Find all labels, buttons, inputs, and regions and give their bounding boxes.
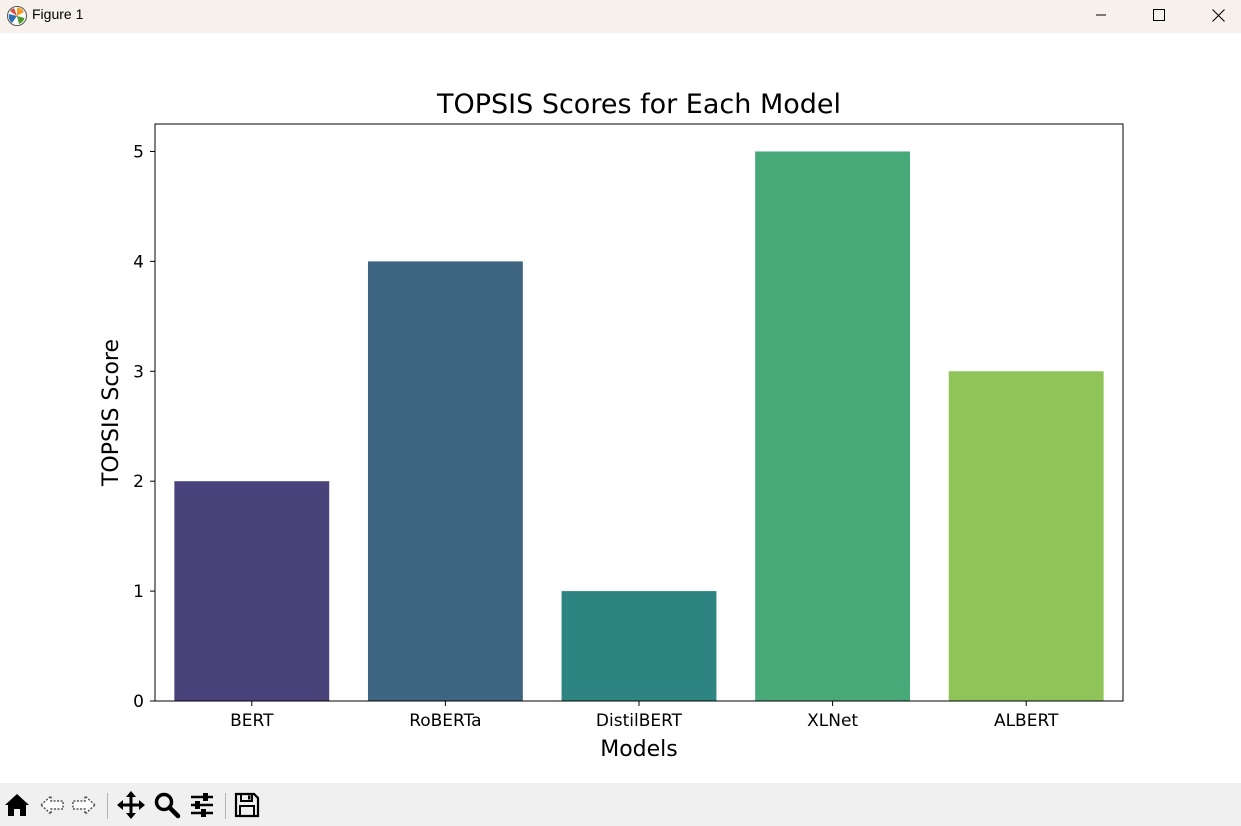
minimize-icon xyxy=(1096,14,1106,16)
x-tick-label: RoBERTa xyxy=(409,711,481,731)
x-tick-label: DistilBERT xyxy=(596,711,683,731)
toolbar-separator xyxy=(225,793,226,819)
y-tick-label: 5 xyxy=(133,142,144,162)
forward-button[interactable] xyxy=(68,789,100,821)
bar-xlnet xyxy=(755,151,911,701)
y-tick-label: 1 xyxy=(133,582,144,602)
home-button[interactable] xyxy=(1,789,33,821)
y-axis-ticks: 0 1 2 3 4 5 xyxy=(133,142,155,712)
matplotlib-icon xyxy=(7,6,27,26)
x-tick-label: XLNet xyxy=(807,711,858,731)
y-tick-label: 4 xyxy=(133,252,144,272)
configure-subplots-button[interactable] xyxy=(186,789,218,821)
save-button[interactable] xyxy=(231,789,263,821)
back-icon xyxy=(39,794,64,816)
close-button[interactable] xyxy=(1189,0,1241,30)
maximize-button[interactable] xyxy=(1130,0,1188,30)
zoom-icon xyxy=(154,792,181,819)
pan-icon xyxy=(117,791,145,819)
y-tick-label: 3 xyxy=(133,362,144,382)
bar-albert xyxy=(948,371,1104,701)
y-axis-label: TOPSIS Score xyxy=(99,339,124,487)
minimize-button[interactable] xyxy=(1072,0,1130,30)
plot-frame xyxy=(154,123,1124,702)
bar-group xyxy=(174,151,1104,701)
x-axis-label: Models xyxy=(600,737,678,762)
y-tick-label: 2 xyxy=(133,472,144,492)
navigation-toolbar xyxy=(0,783,1241,826)
x-tick-label: BERT xyxy=(230,711,274,731)
maximize-icon xyxy=(1153,9,1165,21)
forward-icon xyxy=(72,794,97,816)
pan-button[interactable] xyxy=(115,789,147,821)
close-icon xyxy=(1211,8,1225,22)
chart-title: TOPSIS Scores for Each Model xyxy=(436,89,841,120)
x-tick-label: ALBERT xyxy=(994,711,1059,731)
back-button[interactable] xyxy=(36,789,68,821)
configure-subplots-icon xyxy=(191,793,213,817)
bar-bert xyxy=(174,481,330,701)
bar-roberta xyxy=(367,261,523,701)
window-titlebar: Figure 1 xyxy=(0,0,1241,33)
bar-distilbert xyxy=(561,591,717,701)
home-icon xyxy=(5,794,29,816)
window-title: Figure 1 xyxy=(32,6,84,22)
toolbar-separator xyxy=(107,793,108,819)
zoom-button[interactable] xyxy=(151,789,183,821)
x-axis-ticks: BERT RoBERTa DistilBERT XLNet ALBERT xyxy=(230,701,1059,731)
save-icon xyxy=(234,792,260,818)
y-tick-label: 0 xyxy=(133,692,144,712)
